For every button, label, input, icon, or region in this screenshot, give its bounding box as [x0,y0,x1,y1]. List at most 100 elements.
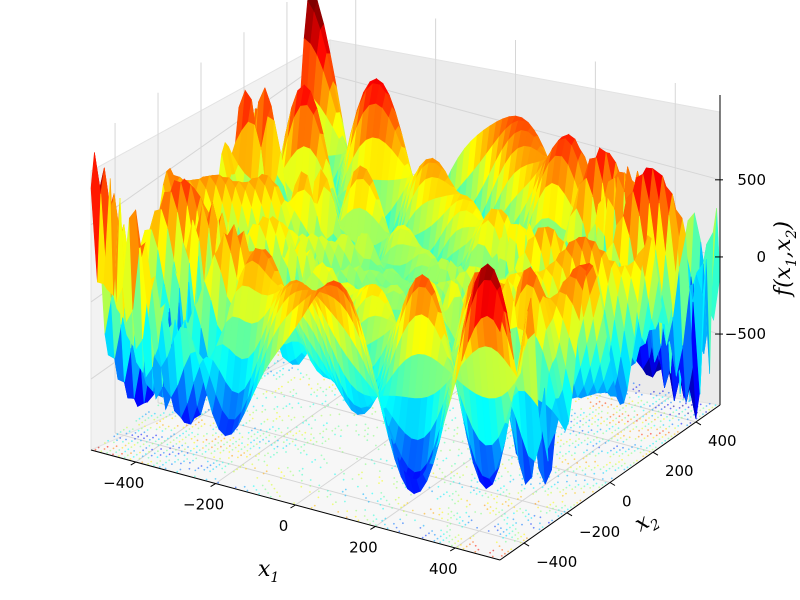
contour-point [200,465,203,467]
contour-point [384,517,387,520]
contour-point [121,452,123,455]
contour-point [616,405,618,408]
contour-point [670,435,673,438]
contour-point [454,542,456,545]
contour-point [236,468,239,471]
contour-point [555,465,557,468]
contour-point [144,413,147,416]
contour-point [571,488,574,491]
contour-point [357,473,360,476]
contour-point [461,486,464,488]
contour-point [651,414,654,417]
contour-point [273,453,275,456]
contour-point [172,439,175,441]
contour-point [470,485,473,488]
contour-point [432,518,434,520]
contour-point [318,484,321,487]
contour-point [495,507,498,510]
contour-point [256,437,259,439]
contour-point [610,403,613,406]
contour-point [246,455,248,458]
contour-point [229,439,232,441]
contour-point [578,438,580,440]
contour-point [686,424,689,427]
contour-point [261,411,264,413]
contour-point [662,424,665,426]
contour-point [478,490,481,493]
contour-point [550,491,552,494]
contour-point [135,453,138,456]
contour-point [447,427,450,430]
contour-point [677,419,680,421]
contour-point [517,492,520,494]
contour-point [200,425,203,428]
contour-point [469,491,472,494]
contour-point [541,486,544,489]
contour-point [196,445,198,448]
contour-point [641,433,643,436]
contour-point [459,476,461,479]
contour-point [575,480,577,482]
contour-point [272,426,274,428]
contour-point [269,456,272,458]
contour-point [285,445,288,447]
contour-point [507,550,509,553]
contour-point [637,435,640,438]
contour-point [302,416,305,418]
contour-point [276,411,278,414]
contour-point [589,407,591,410]
contour-point [309,485,312,487]
contour-point [276,491,278,494]
contour-point [655,400,658,403]
contour-point [391,507,393,509]
contour-point [129,458,132,460]
contour-point [667,397,670,400]
contour-point [215,460,218,462]
contour-point [253,439,256,442]
contour-point [617,433,619,436]
contour-point [447,507,450,509]
contour-point [205,444,207,447]
contour-point [571,442,574,445]
contour-point [234,446,237,449]
contour-point [450,477,452,479]
contour-point [630,418,632,421]
contour-point [422,524,425,527]
contour-point [317,496,320,499]
contour-point [638,390,640,392]
contour-point [637,396,640,398]
contour-point [150,414,153,417]
contour-point [506,522,508,525]
contour-point [275,378,278,380]
contour-point [504,501,507,503]
contour-point [513,512,515,515]
contour-point [577,483,580,486]
contour-point [331,390,334,392]
contour-point [504,540,507,543]
contour-point [645,447,648,449]
contour-point [162,463,164,466]
contour-point [611,425,614,428]
contour-point [640,439,643,442]
contour-point [267,492,269,494]
contour-point [115,445,118,448]
contour-point [104,442,106,444]
contour-point [661,436,664,438]
contour-point [576,422,578,425]
contour-point [215,432,217,434]
contour-point [635,426,638,428]
contour-point [577,444,580,446]
contour-point [698,415,701,418]
contour-point [456,472,459,475]
contour-point [502,537,504,539]
contour-point [649,393,652,395]
contour-point [211,434,214,437]
contour-point [558,457,561,460]
contour-point [675,415,677,417]
contour-point [357,433,360,436]
contour-point [376,500,379,502]
contour-point [144,425,146,428]
contour-point [511,536,513,539]
contour-point [516,510,518,512]
contour-point [338,413,341,416]
